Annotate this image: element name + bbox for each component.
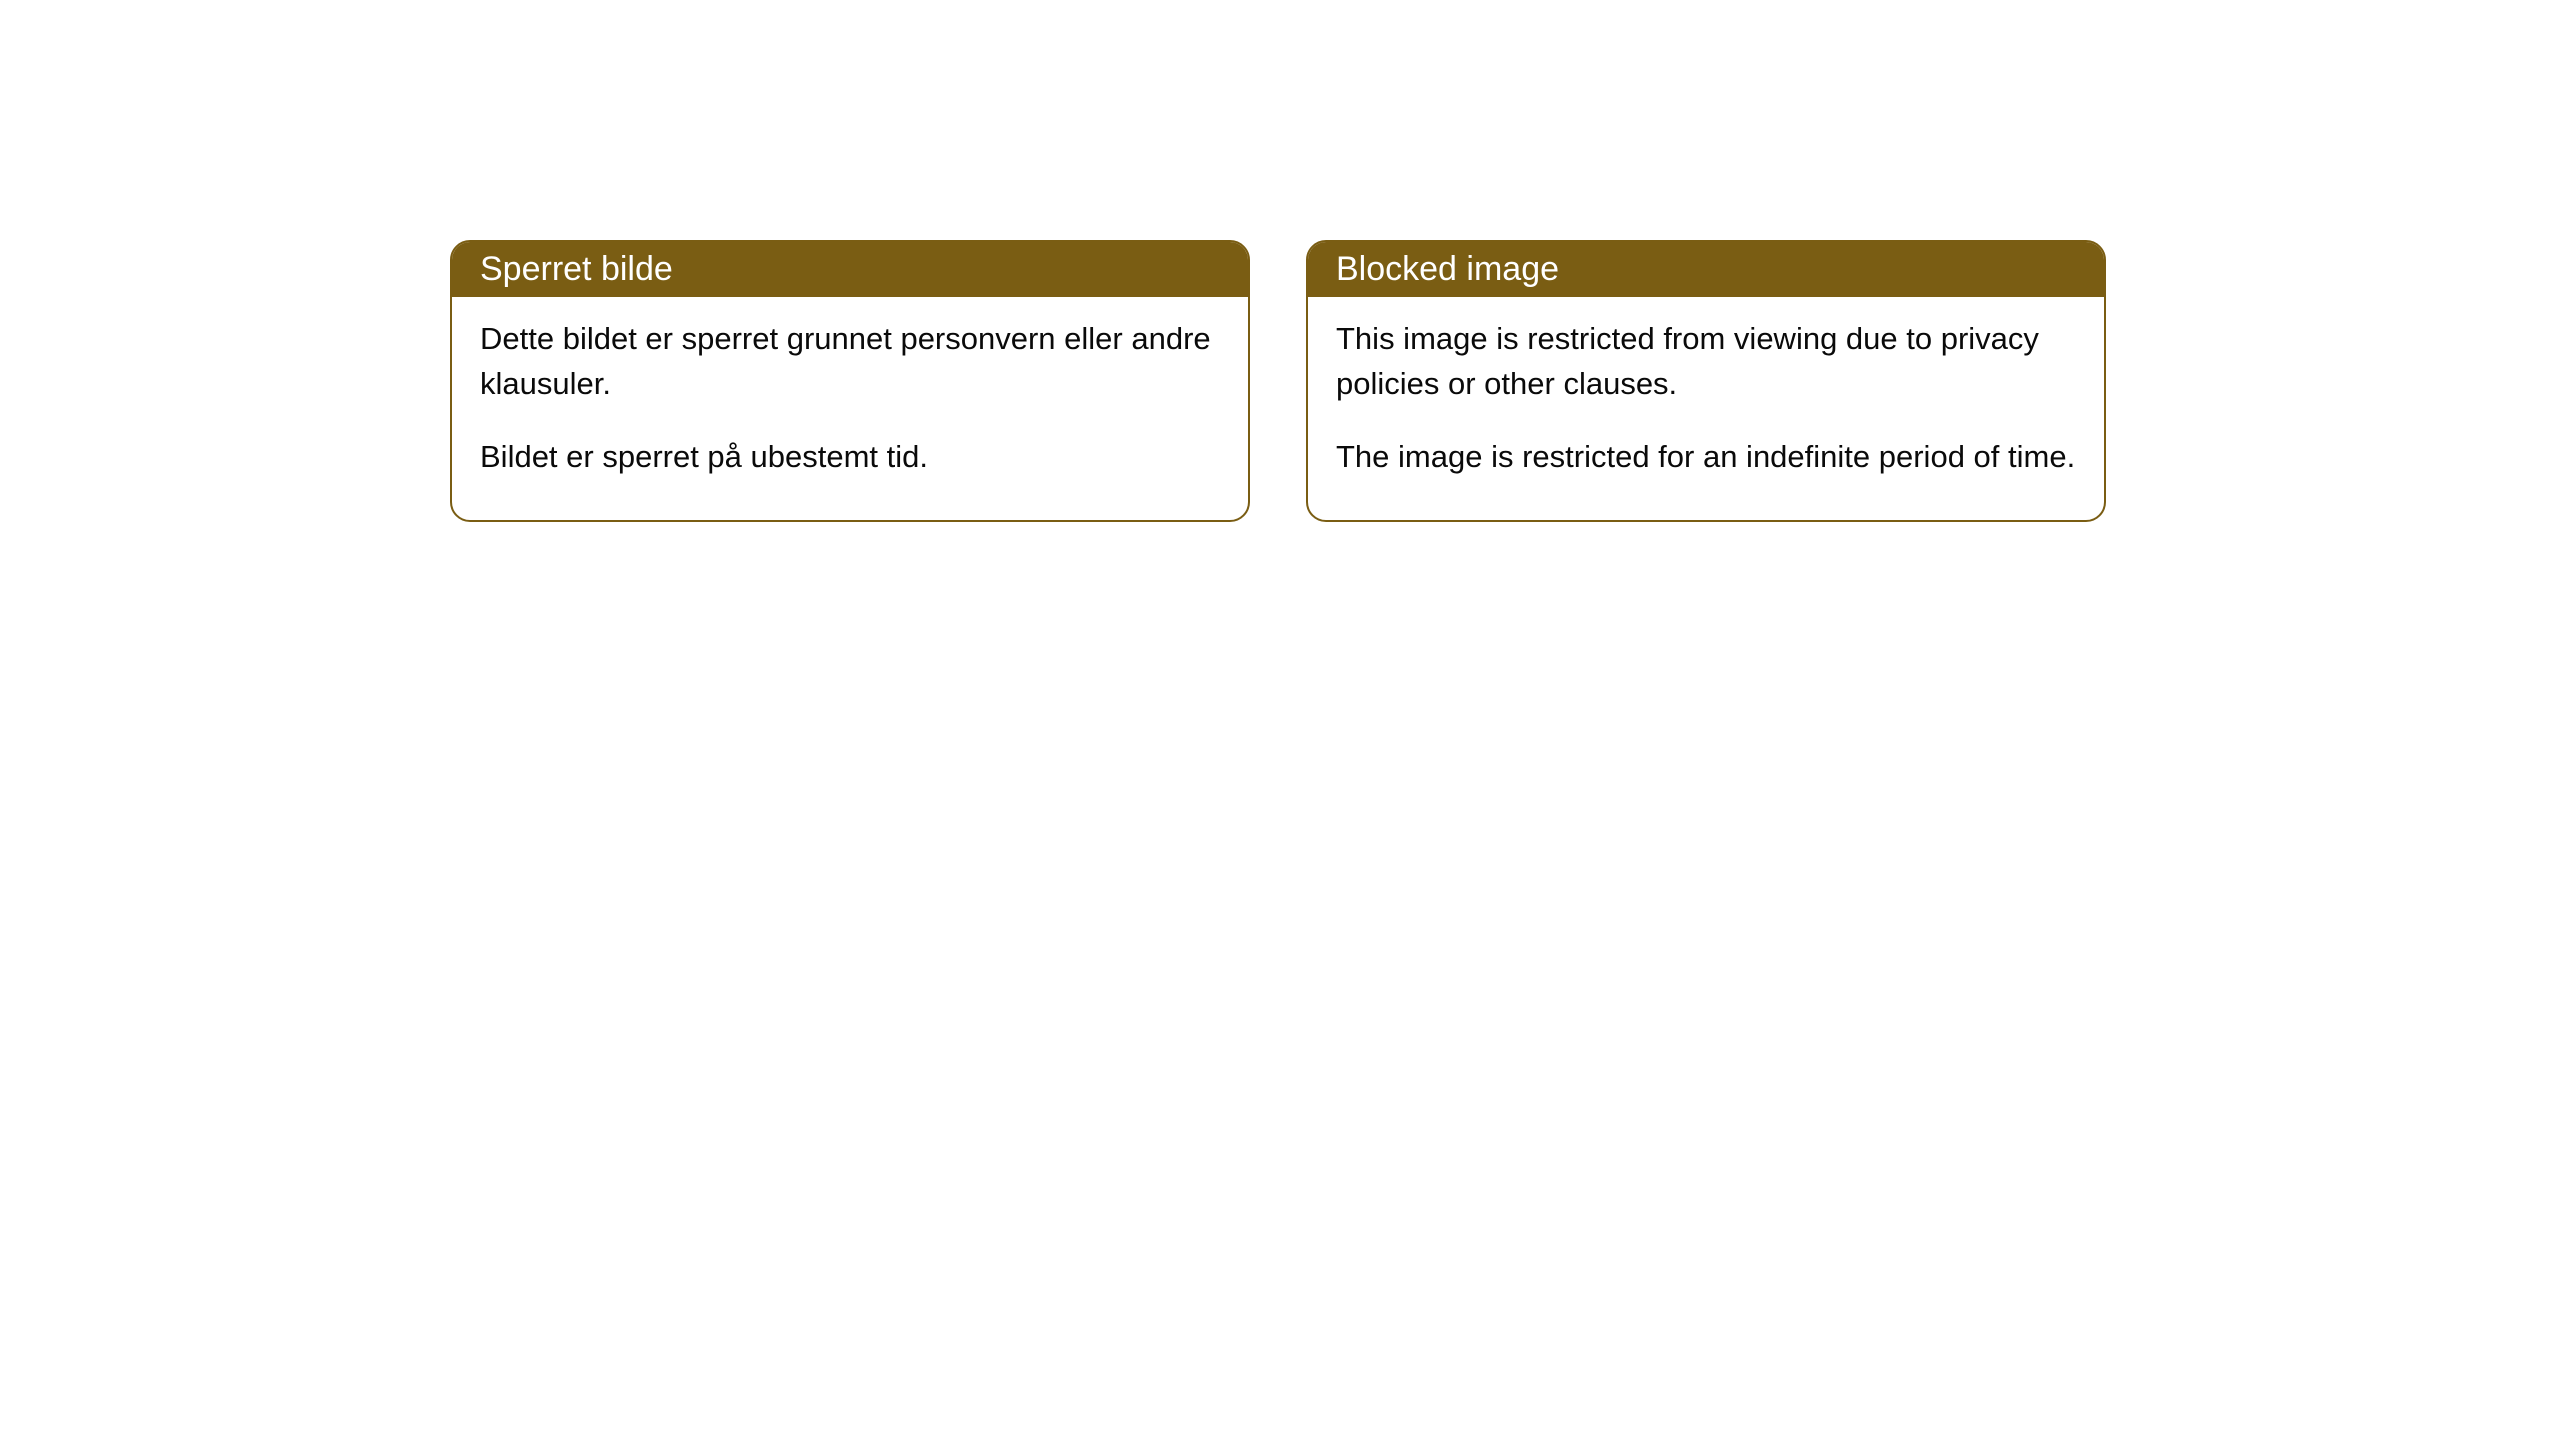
card-paragraph-1-english: This image is restricted from viewing du… xyxy=(1336,317,2076,407)
card-body-norwegian: Dette bildet er sperret grunnet personve… xyxy=(452,297,1248,520)
card-title-english: Blocked image xyxy=(1336,250,1559,288)
card-header-norwegian: Sperret bilde xyxy=(452,242,1248,297)
card-paragraph-2-english: The image is restricted for an indefinit… xyxy=(1336,435,2076,480)
blocked-image-card-norwegian: Sperret bilde Dette bildet er sperret gr… xyxy=(450,240,1250,522)
card-title-norwegian: Sperret bilde xyxy=(480,250,673,288)
card-header-english: Blocked image xyxy=(1308,242,2104,297)
notice-cards-container: Sperret bilde Dette bildet er sperret gr… xyxy=(450,240,2560,522)
card-paragraph-1-norwegian: Dette bildet er sperret grunnet personve… xyxy=(480,317,1220,407)
card-paragraph-2-norwegian: Bildet er sperret på ubestemt tid. xyxy=(480,435,1220,480)
card-body-english: This image is restricted from viewing du… xyxy=(1308,297,2104,520)
blocked-image-card-english: Blocked image This image is restricted f… xyxy=(1306,240,2106,522)
